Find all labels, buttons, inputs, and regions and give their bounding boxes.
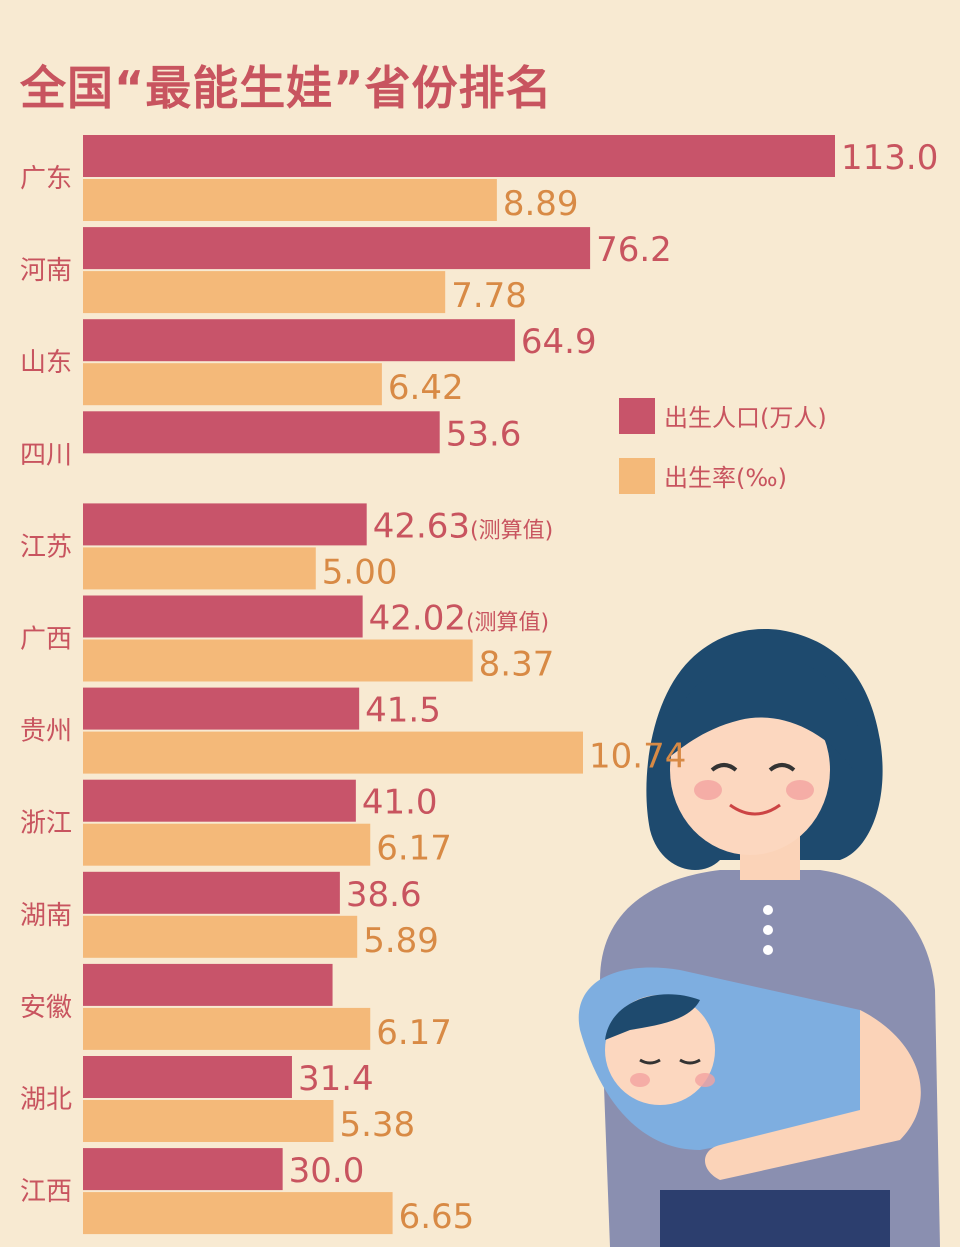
rate-value-label: 6.65 — [399, 1197, 475, 1237]
rate-bar — [83, 1007, 371, 1050]
chart-title: 全国“最能生娃”省份排名 — [20, 61, 553, 115]
rate-bar — [83, 547, 316, 590]
category-label: 贵州 — [20, 717, 72, 747]
rate-value-label: 7.78 — [451, 276, 527, 316]
rate-value-label: 8.37 — [479, 645, 555, 685]
category-label: 四川 — [20, 440, 72, 470]
mother-baby-illustration — [578, 629, 940, 1247]
births-bar — [83, 227, 591, 270]
category-label: 安徽 — [20, 993, 72, 1023]
births-value-label: 53.6 — [446, 414, 522, 454]
legend-swatch — [619, 398, 655, 434]
births-bar — [83, 411, 440, 454]
births-value-label: 30.0 — [289, 1151, 365, 1191]
births-bar — [83, 503, 367, 546]
rate-bar — [83, 1100, 334, 1142]
births-value-label: 41.5 — [365, 691, 441, 731]
rate-value-label: 6.17 — [376, 829, 452, 869]
rate-bar — [83, 363, 382, 406]
births-bar — [83, 1056, 292, 1098]
births-bar — [83, 319, 515, 362]
births-value-label: 42.02(测算值) — [369, 599, 550, 639]
category-label: 湖南 — [20, 901, 72, 931]
estimate-note: (测算值) — [470, 518, 553, 543]
births-value-label: 113.0 — [841, 138, 938, 178]
births-bar — [83, 135, 835, 177]
rate-bar — [83, 179, 497, 221]
births-bar — [83, 1148, 283, 1191]
births-value-label: 31.4 — [298, 1059, 374, 1099]
category-label: 湖北 — [20, 1085, 72, 1115]
legend-swatch — [619, 458, 655, 494]
rate-bar — [83, 1192, 393, 1235]
births-bar — [83, 963, 333, 1006]
category-label: 广西 — [20, 625, 72, 655]
category-label: 江苏 — [20, 532, 72, 562]
legend-label: 出生率(‰) — [664, 464, 787, 492]
category-label: 广东 — [20, 164, 72, 194]
births-value-label: 42.63(测算值) — [373, 506, 554, 546]
births-value-label: 76.2 — [596, 230, 672, 270]
category-label: 江西 — [20, 1177, 72, 1207]
category-label: 浙江 — [20, 809, 72, 839]
rate-value-label: 8.89 — [503, 184, 579, 224]
legend-label: 出生人口(万人) — [664, 404, 827, 432]
births-bar — [83, 687, 360, 730]
category-label: 山东 — [20, 348, 72, 378]
estimate-note: (测算值) — [466, 611, 549, 636]
rate-bar — [83, 639, 473, 682]
births-value-label: 41.0 — [362, 783, 438, 823]
rate-value-label: 5.00 — [322, 552, 398, 592]
rate-value-label: 5.89 — [363, 921, 439, 961]
category-label: 河南 — [20, 256, 72, 286]
births-value-label: 64.9 — [521, 322, 597, 362]
rate-bar — [83, 731, 583, 774]
rate-bar — [83, 823, 371, 866]
rate-bar — [83, 271, 446, 314]
rate-value-label: 5.38 — [339, 1105, 415, 1145]
births-bar — [83, 871, 340, 914]
rate-bar — [83, 915, 358, 958]
rate-value-label: 6.42 — [388, 368, 464, 408]
births-bar — [83, 779, 356, 822]
births-bar — [83, 595, 363, 638]
births-value-label: 38.6 — [346, 875, 422, 915]
legend: 出生人口(万人) 出生率(‰) — [619, 398, 827, 494]
rate-value-label: 6.17 — [376, 1013, 452, 1053]
rate-value-label: 10.74 — [589, 737, 686, 777]
